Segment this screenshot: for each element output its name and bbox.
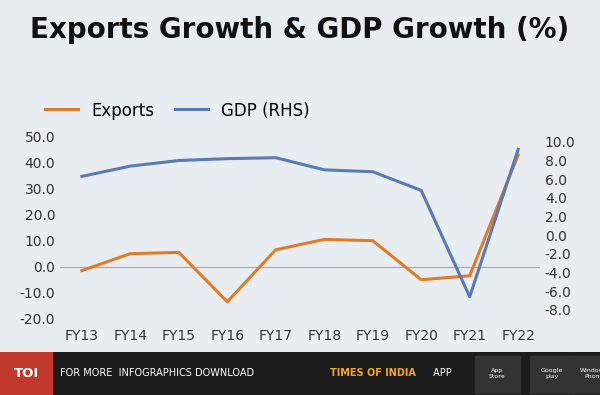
Bar <box>530 356 575 393</box>
Text: FOR MORE  INFOGRAPHICS DOWNLOAD: FOR MORE INFOGRAPHICS DOWNLOAD <box>60 368 257 378</box>
Text: TIMES OF INDIA: TIMES OF INDIA <box>330 368 416 378</box>
Text: Windows
Phone: Windows Phone <box>580 368 600 379</box>
Bar <box>0 352 52 395</box>
Bar <box>572 356 600 393</box>
Bar <box>475 356 520 393</box>
Legend: Exports, GDP (RHS): Exports, GDP (RHS) <box>38 95 317 126</box>
Text: Exports Growth & GDP Growth (%): Exports Growth & GDP Growth (%) <box>30 16 569 44</box>
Text: APP: APP <box>430 368 452 378</box>
Text: Google
play: Google play <box>541 368 563 379</box>
Text: TOI: TOI <box>13 367 38 380</box>
Text: App
Store: App Store <box>488 368 505 379</box>
